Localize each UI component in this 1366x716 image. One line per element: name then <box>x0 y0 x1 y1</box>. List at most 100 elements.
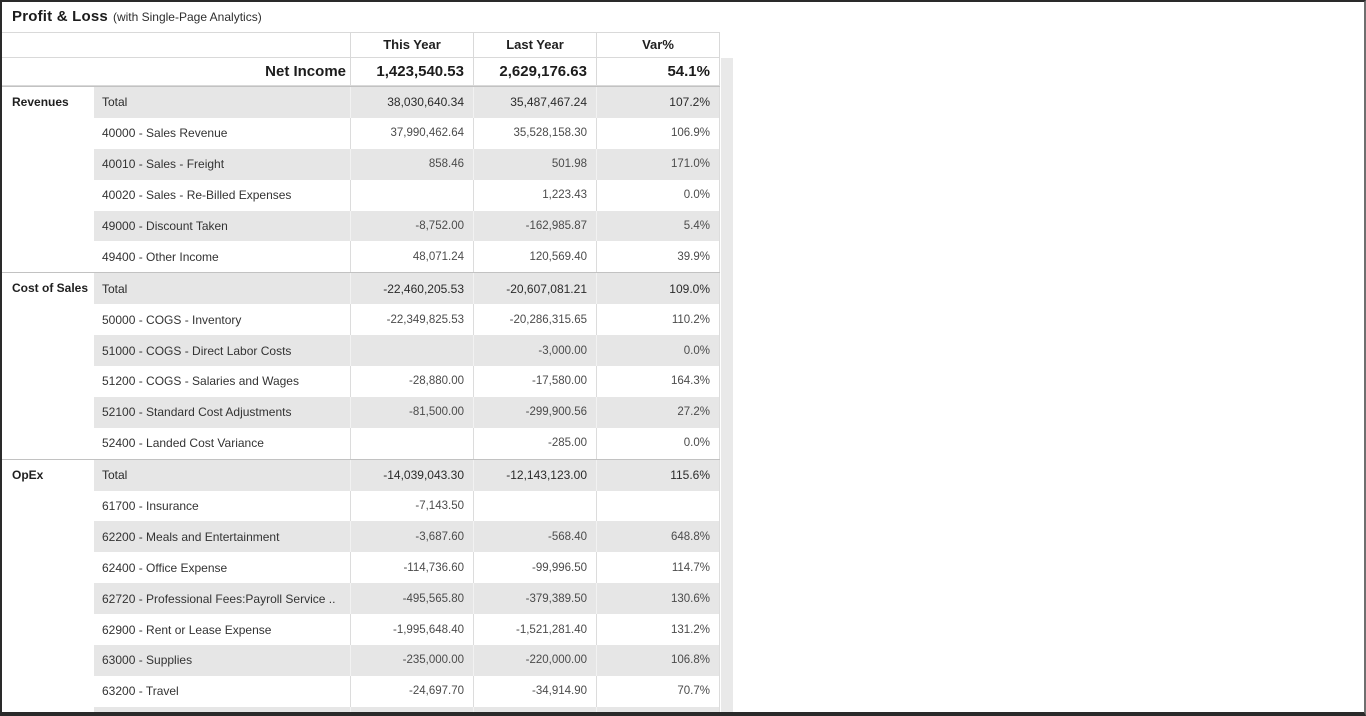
table-row[interactable]: 40010 - Sales - Freight 858.46 501.98 171.0… <box>94 148 720 180</box>
account-cell[interactable]: Total <box>102 95 128 110</box>
table-row[interactable]: 63000 - Supplies -235,000.00 -220,000.00 10… <box>94 645 720 676</box>
value-cell-last-year[interactable]: -299,900.56 <box>473 396 596 428</box>
section-label[interactable]: Cost of Sales <box>2 273 94 459</box>
account-cell[interactable]: 51000 - COGS - Direct Labor Costs <box>102 343 292 358</box>
value-cell-var[interactable]: 107.2% <box>596 87 720 118</box>
value-cell-var[interactable]: 131.2% <box>596 614 720 646</box>
account-cell[interactable]: 61700 - Insurance <box>102 499 199 514</box>
account-cell[interactable]: 52100 - Standard Cost Adjustments <box>102 405 292 420</box>
table-row[interactable]: 51200 - COGS - Salaries and Wages -28,880… <box>94 366 720 397</box>
account-cell[interactable]: Total <box>102 281 128 296</box>
value-cell-last-year[interactable]: -17,580.00 <box>473 366 596 397</box>
account-cell[interactable]: 40010 - Sales - Freight <box>102 157 225 172</box>
value-cell-var[interactable] <box>596 490 720 522</box>
account-cell[interactable]: 63200 - Travel <box>102 684 179 699</box>
value-cell-var[interactable]: 648.8% <box>596 521 720 553</box>
value-cell-this-year[interactable]: -22,349,825.53 <box>350 304 473 336</box>
value-cell-var[interactable]: 39.9% <box>596 241 720 273</box>
net-income-last-year[interactable]: 2,629,176.63 <box>473 58 596 85</box>
value-cell-var[interactable]: 70.7% <box>596 675 720 707</box>
net-income-this-year[interactable]: 1,423,540.53 <box>350 58 473 85</box>
value-cell-var[interactable]: 0.0% <box>596 427 720 459</box>
value-cell-last-year[interactable]: -162,985.87 <box>473 210 596 242</box>
value-cell-var[interactable]: 0.0% <box>596 179 720 211</box>
value-cell-this-year[interactable]: -28,880.00 <box>350 366 473 397</box>
value-cell-last-year[interactable]: -285.00 <box>473 427 596 459</box>
table-row[interactable]: 63200 - Travel -24,697.70 -34,914.90 70.7% <box>94 675 720 707</box>
account-cell[interactable]: 62720 - Professional Fees:Payroll Servic… <box>102 591 336 606</box>
value-cell-last-year[interactable]: 1,223.43 <box>473 179 596 211</box>
table-row[interactable]: 62720 - Professional Fees:Payroll Servic… <box>94 583 720 615</box>
value-cell-last-year[interactable]: 35,487,467.24 <box>473 87 596 118</box>
value-cell-this-year[interactable]: -114,736.60 <box>350 552 473 584</box>
account-cell[interactable]: 52400 - Landed Cost Variance <box>102 436 264 451</box>
table-row[interactable]: 52100 - Standard Cost Adjustments -81,500… <box>94 396 720 428</box>
value-cell-this-year[interactable]: 38,030,640.34 <box>350 87 473 118</box>
value-cell-var[interactable]: 164.3% <box>596 366 720 397</box>
value-cell-last-year[interactable]: -20,607,081.21 <box>473 273 596 305</box>
section-label[interactable]: Revenues <box>2 87 94 273</box>
table-row[interactable]: 40020 - Sales - Re-Billed Expenses 1,223.… <box>94 179 720 211</box>
table-row[interactable]: 50000 - COGS - Inventory -22,349,825.53 -2… <box>94 304 720 336</box>
value-cell-last-year[interactable]: -20,286,315.65 <box>473 304 596 336</box>
value-cell-var[interactable]: 114.7% <box>596 552 720 584</box>
column-header-last-year[interactable]: Last Year <box>473 33 596 57</box>
value-cell-var[interactable]: 27.2% <box>596 396 720 428</box>
account-cell[interactable]: 51200 - COGS - Salaries and Wages <box>102 374 299 389</box>
account-cell[interactable]: 40000 - Sales Revenue <box>102 126 228 141</box>
account-cell[interactable]: 62200 - Meals and Entertainment <box>102 529 280 544</box>
value-cell-var[interactable]: 109.0% <box>596 273 720 305</box>
account-cell[interactable]: 49400 - Other Income <box>102 249 219 264</box>
net-income-row[interactable]: Net Income 1,423,540.53 2,629,176.63 54.… <box>2 58 720 86</box>
value-cell-this-year[interactable] <box>350 179 473 211</box>
value-cell-this-year[interactable]: -235,000.00 <box>350 645 473 676</box>
table-row[interactable]: 62200 - Meals and Entertainment -3,687.60… <box>94 521 720 553</box>
value-cell-this-year[interactable]: -8,752.00 <box>350 210 473 242</box>
value-cell-var[interactable]: 0.0% <box>596 335 720 367</box>
account-cell[interactable]: 63000 - Supplies <box>102 653 193 668</box>
section-label[interactable]: OpEx <box>2 459 94 707</box>
value-cell-this-year[interactable]: -24,697.70 <box>350 675 473 707</box>
account-cell[interactable]: 50000 - COGS - Inventory <box>102 312 242 327</box>
net-income-var[interactable]: 54.1% <box>596 58 720 85</box>
value-cell-this-year[interactable]: 858.46 <box>350 148 473 180</box>
value-cell-this-year[interactable] <box>350 335 473 367</box>
table-row[interactable]: Total 38,030,640.34 35,487,467.24 107.2% <box>94 87 720 118</box>
value-cell-this-year[interactable]: -1,995,648.40 <box>350 614 473 646</box>
value-cell-this-year[interactable]: 37,990,462.64 <box>350 117 473 149</box>
value-cell-last-year[interactable]: -12,143,123.00 <box>473 459 596 491</box>
value-cell-this-year[interactable]: -495,565.80 <box>350 583 473 615</box>
table-row[interactable]: 49400 - Other Income 48,071.24 120,569.40 3… <box>94 241 720 273</box>
value-cell-last-year[interactable]: 501.98 <box>473 148 596 180</box>
value-cell-last-year[interactable]: -379,389.50 <box>473 583 596 615</box>
column-header-this-year[interactable]: This Year <box>350 33 473 57</box>
value-cell-last-year[interactable]: -34,914.90 <box>473 675 596 707</box>
account-cell[interactable]: 40020 - Sales - Re-Billed Expenses <box>102 188 292 203</box>
value-cell-this-year[interactable]: -7,143.50 <box>350 490 473 522</box>
value-cell-var[interactable]: 130.6% <box>596 583 720 615</box>
value-cell-last-year[interactable]: -3,000.00 <box>473 335 596 367</box>
value-cell-last-year[interactable]: -568.40 <box>473 521 596 553</box>
value-cell-this-year[interactable]: 48,071.24 <box>350 241 473 273</box>
table-row[interactable]: Total -14,039,043.30 -12,143,123.00 115.6% <box>94 459 720 491</box>
table-row[interactable]: 62900 - Rent or Lease Expense -1,995,648.… <box>94 614 720 646</box>
value-cell-this-year[interactable] <box>350 427 473 459</box>
table-row[interactable]: 49000 - Discount Taken -8,752.00 -162,985.… <box>94 210 720 242</box>
value-cell-var[interactable]: 115.6% <box>596 459 720 491</box>
account-cell[interactable]: 62400 - Office Expense <box>102 560 228 575</box>
value-cell-last-year[interactable]: -220,000.00 <box>473 645 596 676</box>
table-row[interactable]: 62400 - Office Expense -114,736.60 -99,996… <box>94 552 720 584</box>
value-cell-var[interactable]: 106.8% <box>596 645 720 676</box>
value-cell-var[interactable]: 106.9% <box>596 117 720 149</box>
account-cell[interactable]: 62900 - Rent or Lease Expense <box>102 622 272 637</box>
column-header-var[interactable]: Var% <box>596 33 720 57</box>
value-cell-last-year[interactable]: -99,996.50 <box>473 552 596 584</box>
value-cell-last-year[interactable]: 35,528,158.30 <box>473 117 596 149</box>
value-cell-this-year[interactable]: -14,039,043.30 <box>350 459 473 491</box>
table-row[interactable]: 40000 - Sales Revenue 37,990,462.64 35,528… <box>94 117 720 149</box>
vertical-scrollbar[interactable] <box>721 58 733 712</box>
table-row[interactable]: 52400 - Landed Cost Variance -285.00 0.0% <box>94 427 720 459</box>
value-cell-this-year[interactable]: -22,460,205.53 <box>350 273 473 305</box>
table-row[interactable]: 61700 - Insurance -7,143.50 <box>94 490 720 522</box>
account-cell[interactable]: 49000 - Discount Taken <box>102 219 228 233</box>
